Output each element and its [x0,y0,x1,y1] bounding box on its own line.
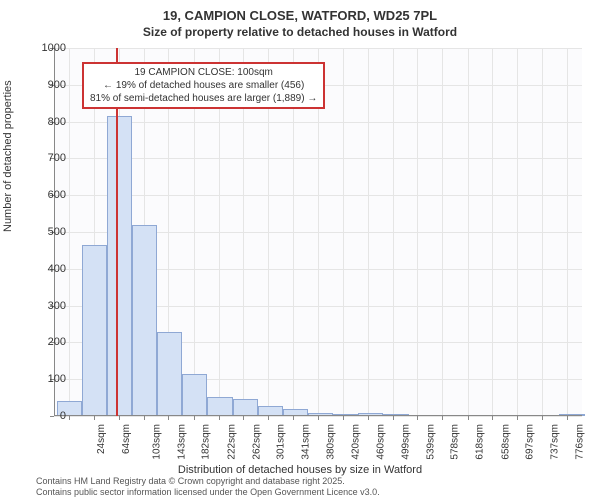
annotation-line: 81% of semi-detached houses are larger (… [90,92,317,105]
x-tick [318,416,319,420]
x-tick-label: 499sqm [400,424,411,460]
gridline-vertical [542,48,543,416]
x-tick-label: 420sqm [351,424,362,460]
x-tick [468,416,469,420]
chart-subtitle: Size of property relative to detached ho… [0,25,600,39]
gridline-vertical [567,48,568,416]
x-tick-label: 341sqm [301,424,312,460]
x-tick [268,416,269,420]
x-tick-label: 143sqm [176,424,187,460]
y-tick-label: 100 [20,373,66,385]
x-tick [567,416,568,420]
histogram-bar [132,225,157,416]
x-axis-label: Distribution of detached houses by size … [0,464,600,476]
x-tick [194,416,195,420]
histogram-bar [107,116,132,416]
x-tick-label: 262sqm [251,424,262,460]
gridline-vertical [517,48,518,416]
x-tick [243,416,244,420]
gridline-vertical [393,48,394,416]
gridline-vertical [417,48,418,416]
title-area: 19, CAMPION CLOSE, WATFORD, WD25 7PL Siz… [0,0,600,39]
x-tick-label: 380sqm [325,424,336,460]
x-tick-label: 222sqm [226,424,237,460]
y-tick-label: 1000 [20,42,66,54]
histogram-bar [157,332,182,416]
x-tick-label: 578sqm [450,424,461,460]
y-tick-label: 200 [20,336,66,348]
gridline-vertical [69,48,70,416]
x-tick-label: 103sqm [151,424,162,460]
chart-title: 19, CAMPION CLOSE, WATFORD, WD25 7PL [0,8,600,23]
x-tick [417,416,418,420]
x-tick [542,416,543,420]
x-tick [144,416,145,420]
annotation-box: 19 CAMPION CLOSE: 100sqm← 19% of detache… [82,62,325,109]
x-tick [442,416,443,420]
annotation-line: ← 19% of detached houses are smaller (45… [90,79,317,92]
x-tick [492,416,493,420]
x-tick [343,416,344,420]
gridline-vertical [468,48,469,416]
y-tick-label: 400 [20,263,66,275]
gridline-vertical [343,48,344,416]
histogram-bar [82,245,107,416]
y-tick-label: 800 [20,116,66,128]
x-tick [393,416,394,420]
x-tick-label: 776sqm [574,424,585,460]
attribution-text: Contains HM Land Registry data © Crown c… [36,476,380,498]
x-tick-label: 658sqm [500,424,511,460]
y-tick-label: 0 [20,410,66,422]
y-tick-label: 300 [20,300,66,312]
x-tick-label: 539sqm [425,424,436,460]
histogram-bar [233,399,258,416]
gridline-vertical [368,48,369,416]
x-tick-label: 301sqm [276,424,287,460]
plot-area: 19 CAMPION CLOSE: 100sqm← 19% of detache… [54,48,582,416]
x-tick [368,416,369,420]
x-tick [293,416,294,420]
x-axis-line [54,415,582,416]
chart-container: 19, CAMPION CLOSE, WATFORD, WD25 7PL Siz… [0,0,600,500]
x-tick-label: 460sqm [376,424,387,460]
x-tick [94,416,95,420]
x-tick [168,416,169,420]
x-tick-label: 182sqm [201,424,212,460]
x-tick-label: 697sqm [525,424,536,460]
y-tick-label: 500 [20,226,66,238]
x-tick [119,416,120,420]
x-tick [69,416,70,420]
x-tick [517,416,518,420]
x-tick [219,416,220,420]
y-tick-label: 900 [20,79,66,91]
x-tick-label: 24sqm [96,424,107,454]
attribution-line-2: Contains public sector information licen… [36,487,380,498]
attribution-line-1: Contains HM Land Registry data © Crown c… [36,476,380,487]
y-tick-label: 700 [20,152,66,164]
histogram-bar [207,397,232,416]
x-tick-label: 737sqm [550,424,561,460]
y-tick-label: 600 [20,189,66,201]
annotation-line: 19 CAMPION CLOSE: 100sqm [90,66,317,79]
histogram-bar [182,374,207,416]
x-tick-label: 618sqm [475,424,486,460]
gridline-vertical [442,48,443,416]
y-axis-label: Number of detached properties [2,80,14,232]
gridline-vertical [492,48,493,416]
x-tick-label: 64sqm [121,424,132,454]
